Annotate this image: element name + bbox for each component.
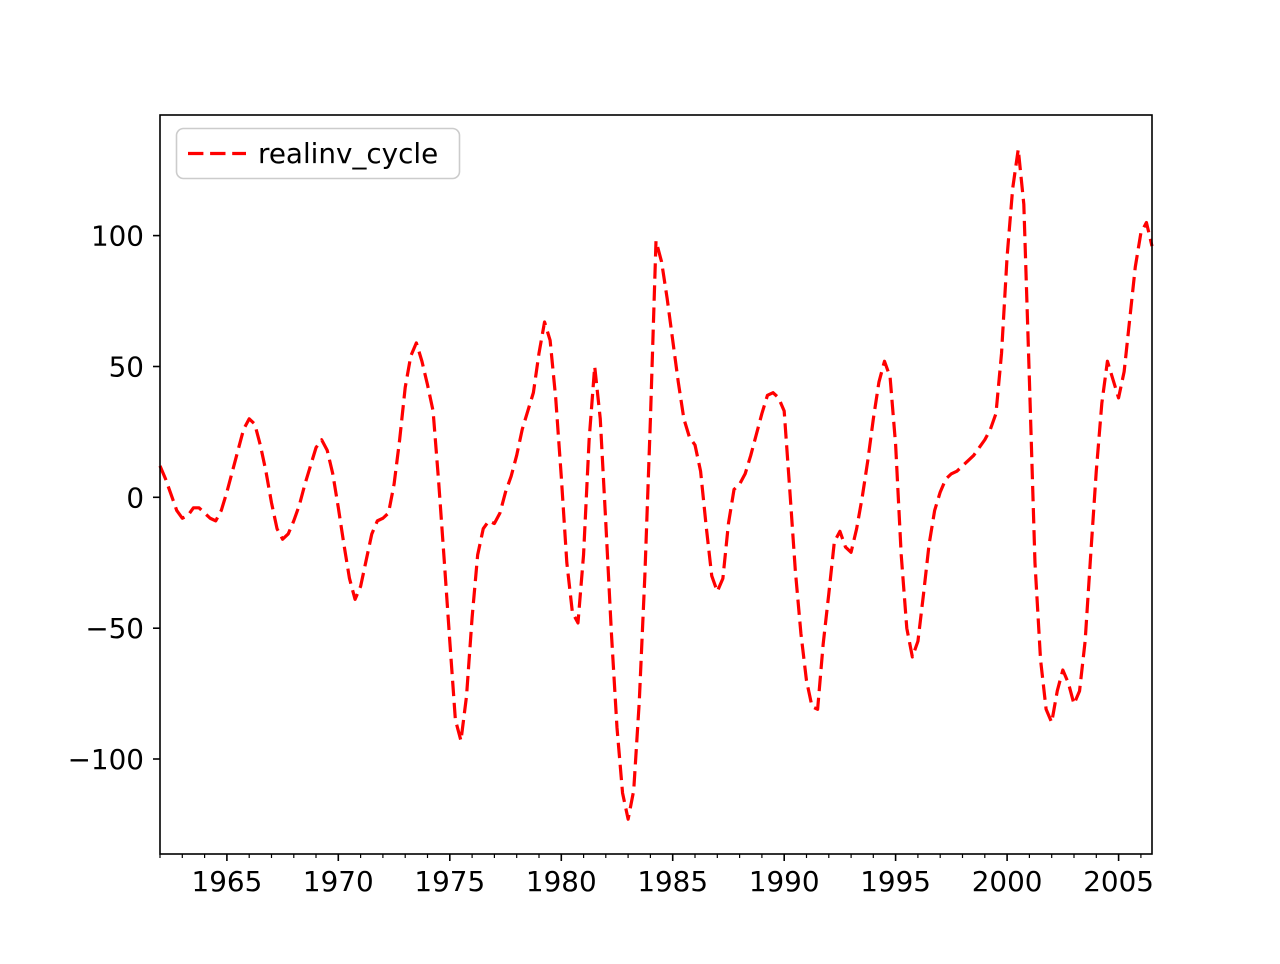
y-tick-label: 100 (91, 220, 144, 253)
y-tick-label: −50 (85, 612, 144, 645)
x-tick-label: 2000 (972, 865, 1043, 898)
y-tick-label: 50 (109, 351, 144, 384)
x-major-ticks (226, 854, 1120, 861)
y-tick-label: −100 (68, 743, 144, 776)
x-tick-label: 1985 (637, 865, 708, 898)
x-tick-label: 1970 (303, 865, 374, 898)
y-tick-label: 0 (126, 481, 144, 514)
legend-label: realinv_cycle (258, 137, 438, 170)
x-tick-label: 1965 (192, 865, 263, 898)
x-tick-label: 1975 (414, 865, 485, 898)
x-tick-label: 1990 (749, 865, 820, 898)
y-major-ticks (153, 234, 160, 760)
x-tick-labels: 1965 1970 1975 1980 1985 1990 1995 2000 2005 (192, 865, 1154, 898)
series-realinv_cycle-line (158, 147, 1154, 821)
x-tick-label: 2005 (1083, 865, 1154, 898)
plot-border-spines (159, 114, 1153, 855)
legend-box (175, 127, 461, 180)
y-tick-labels: 100 50 0 −50 −100 (68, 220, 144, 776)
x-tick-label: 1995 (860, 865, 931, 898)
legend: realinv_cycle (175, 127, 461, 180)
x-tick-label: 1980 (526, 865, 597, 898)
